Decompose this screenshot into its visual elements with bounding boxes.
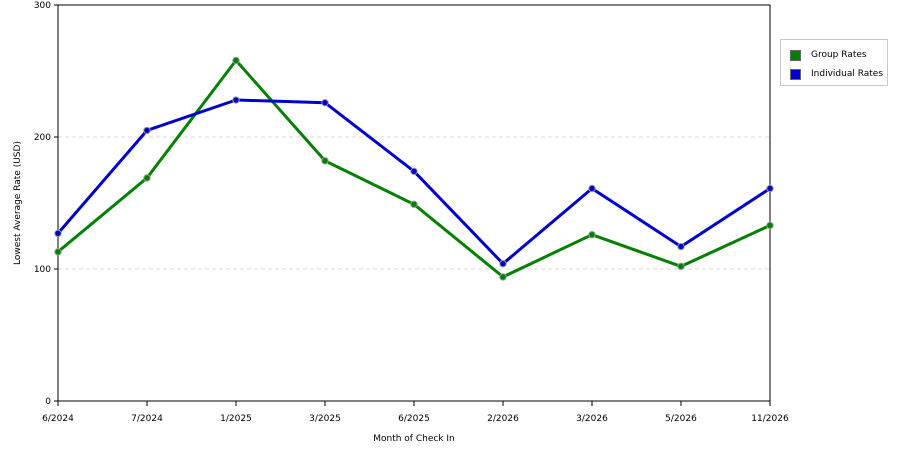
- legend-label-group-rates: Group Rates: [811, 50, 867, 60]
- y-tick-label: 100: [34, 265, 51, 275]
- x-tick-label: 6/2025: [398, 414, 430, 424]
- data-point-individual-rates: [588, 184, 596, 193]
- data-point-individual-rates: [321, 98, 329, 107]
- data-point-individual-rates: [766, 184, 774, 193]
- legend-item-group-rates: Group Rates: [790, 48, 867, 62]
- data-point-group-rates: [499, 273, 507, 281]
- x-tick-label: 6/2024: [42, 414, 74, 424]
- data-point-individual-rates: [410, 167, 418, 176]
- data-point-individual-rates: [232, 96, 240, 104]
- legend-item-individual-rates: Individual Rates: [790, 67, 883, 81]
- legend-label-individual-rates: Individual Rates: [811, 69, 884, 79]
- y-tick-label: 0: [45, 397, 51, 407]
- data-point-individual-rates: [677, 242, 685, 251]
- series-line-individual-rates: [56, 98, 772, 266]
- x-tick-label: 7/2024: [131, 414, 163, 424]
- data-point-group-rates: [677, 262, 685, 271]
- x-tick-label: 11/2026: [751, 414, 789, 424]
- y-tick-label: 300: [34, 1, 51, 11]
- legend-swatch-group-rates: [790, 49, 801, 61]
- x-tick-label: 3/2026: [576, 414, 608, 424]
- data-point-group-rates: [54, 248, 62, 256]
- data-point-group-rates: [766, 221, 774, 230]
- data-point-individual-rates: [143, 126, 151, 135]
- legend-swatch-individual-rates: [790, 68, 801, 80]
- y-axis-title: Lowest Average Rate (USD): [13, 141, 23, 265]
- data-point-group-rates: [588, 230, 596, 239]
- x-axis-title: Month of Check In: [373, 434, 455, 444]
- data-point-individual-rates: [499, 260, 507, 268]
- x-tick-label: 2/2026: [487, 414, 519, 424]
- data-point-group-rates: [143, 174, 151, 182]
- legend: Group Rates Individual Rates: [780, 39, 888, 86]
- y-tick-label: 200: [34, 133, 51, 143]
- x-tick-label: 3/2025: [309, 414, 341, 424]
- data-point-individual-rates: [54, 229, 62, 238]
- data-point-group-rates: [410, 200, 418, 209]
- data-point-group-rates: [232, 56, 240, 65]
- x-tick-label: 5/2026: [665, 414, 697, 424]
- x-tick-label: 1/2025: [220, 414, 252, 424]
- data-point-group-rates: [321, 157, 329, 165]
